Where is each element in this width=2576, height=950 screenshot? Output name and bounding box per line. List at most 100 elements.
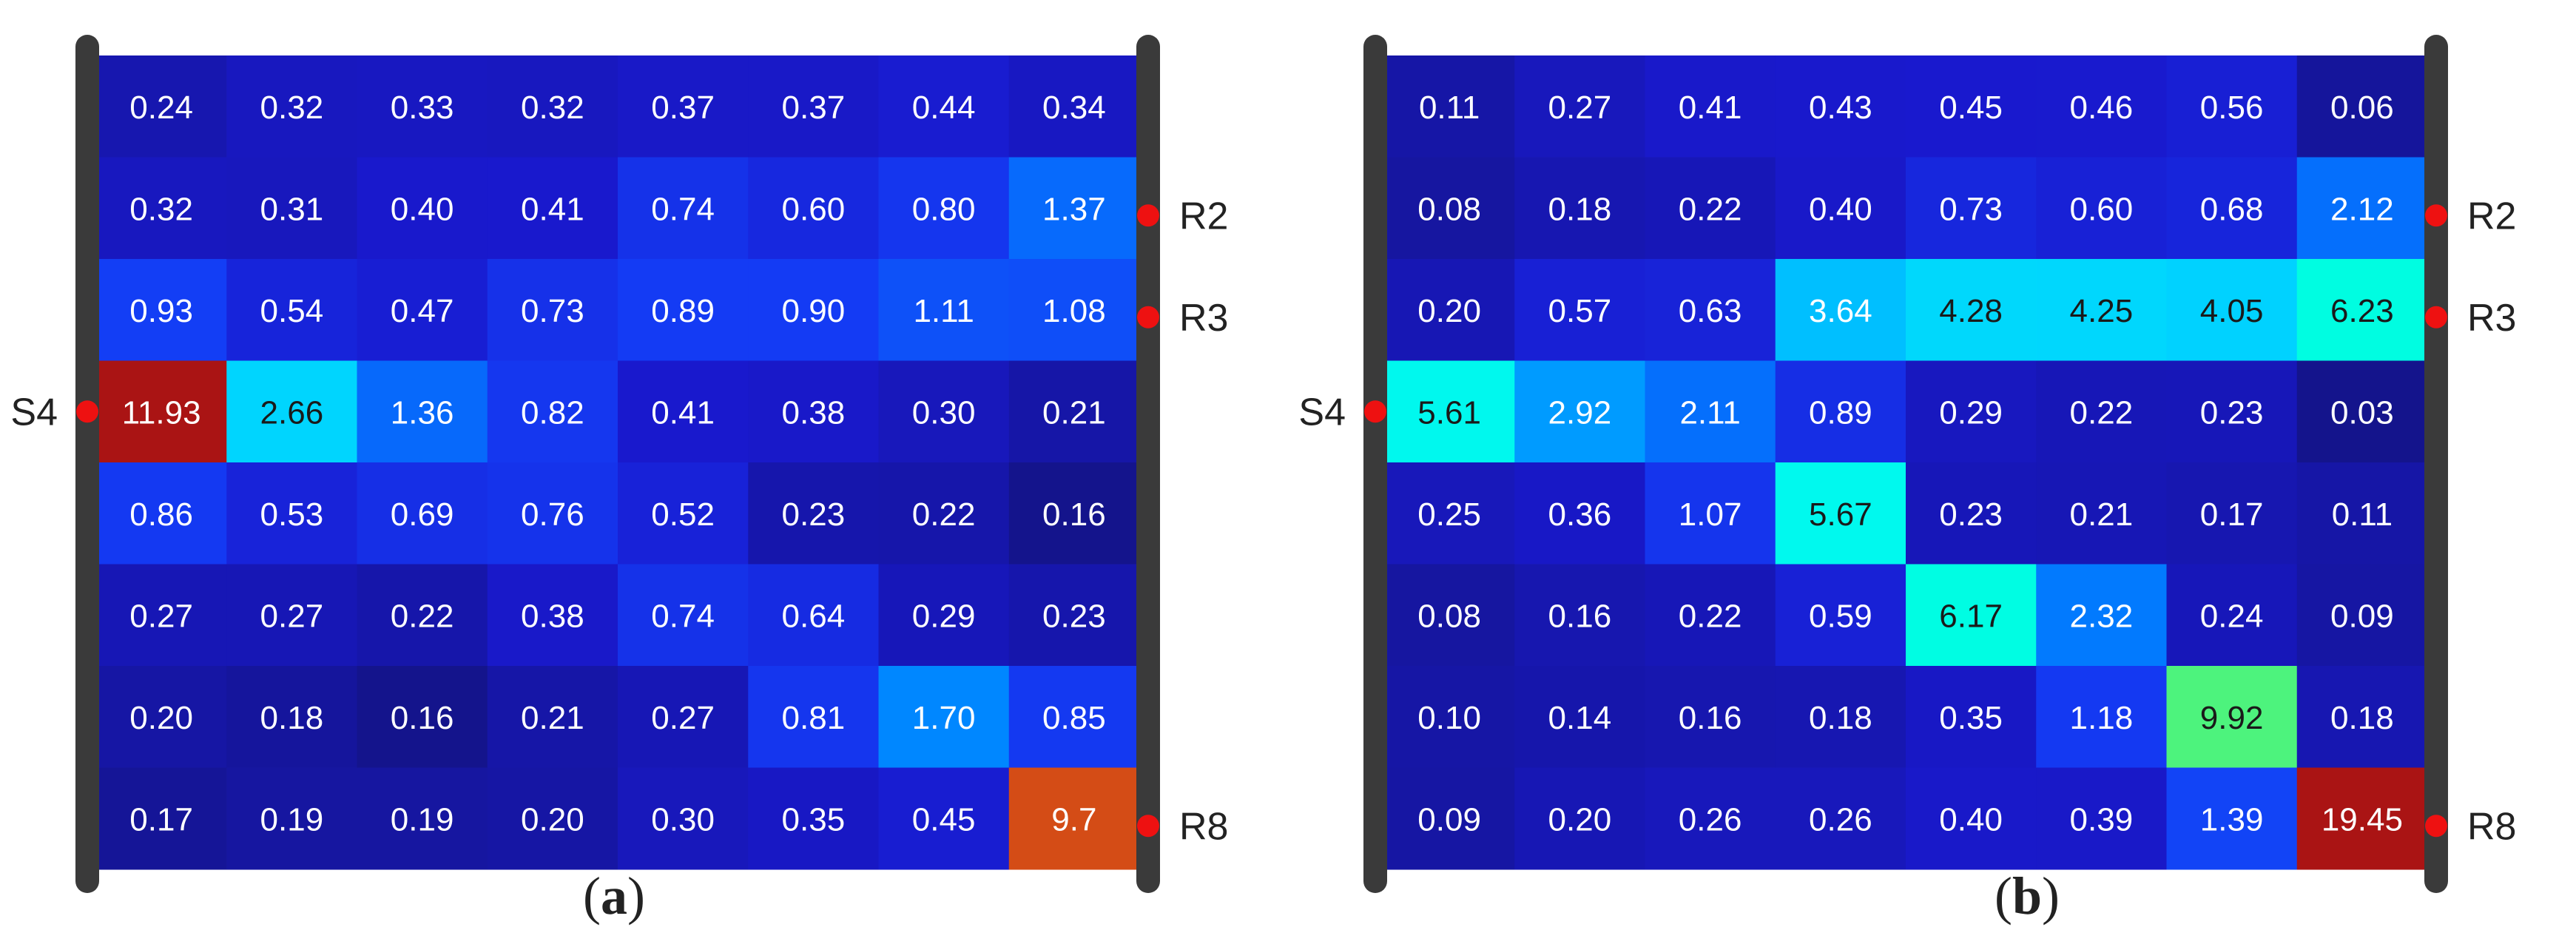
heatmap-cell xyxy=(2296,462,2428,565)
heatmap-cell xyxy=(96,666,227,768)
cell-value-label: 5.61 xyxy=(1417,394,1481,431)
heatmap-cell xyxy=(2036,462,2167,565)
heatmap-cell xyxy=(1906,564,2037,667)
heatmap-cell xyxy=(618,55,749,158)
receiver-well-bar xyxy=(2424,35,2448,893)
heatmap-cell xyxy=(1008,767,1140,870)
heatmap-cell xyxy=(878,564,1010,667)
heatmap-cell xyxy=(1775,666,1906,768)
panel-caption-b-letter: b xyxy=(2012,866,2043,926)
receiver-marker xyxy=(2425,306,2447,329)
receiver-marker xyxy=(1137,306,1159,329)
receiver-marker xyxy=(1137,204,1159,227)
heatmap-cell xyxy=(1514,157,1645,260)
cell-value-label: 0.73 xyxy=(521,293,584,329)
heatmap-cell xyxy=(2166,157,2298,260)
cell-value-label: 6.23 xyxy=(2330,293,2394,329)
heatmap-cell xyxy=(1775,767,1906,870)
cell-value-label: 0.21 xyxy=(521,700,584,736)
heatmap-grid: 0.11 0.27 0.41 0.43 0.45 0.46 0.56 0.06 0.08 0.18… xyxy=(1384,55,2428,870)
cell-value-label: 0.93 xyxy=(129,293,193,329)
cell-value-label: 0.18 xyxy=(260,700,324,736)
cell-value-label: 0.30 xyxy=(912,394,976,431)
panel-caption-a-open: ( xyxy=(583,866,601,926)
cell-value-label: 0.18 xyxy=(2330,700,2394,736)
cell-value-label: 0.89 xyxy=(1809,394,1872,431)
cell-value-label: 0.86 xyxy=(129,496,193,533)
receiver-label: R2 xyxy=(2467,195,2516,238)
heatmap-cell xyxy=(1514,55,1645,158)
heatmap-cell xyxy=(226,564,357,667)
receiver-label: R8 xyxy=(2467,805,2516,848)
heatmap-cell xyxy=(1906,462,2037,565)
heatmap-cell xyxy=(96,462,227,565)
cell-value-label: 11.93 xyxy=(122,394,201,431)
cell-value-label: 0.26 xyxy=(1679,801,1742,838)
cell-value-label: 0.08 xyxy=(1417,191,1481,227)
cell-value-label: 0.34 xyxy=(1042,90,1106,126)
receiver-marker xyxy=(2425,815,2447,838)
heatmap-cell xyxy=(357,259,488,361)
cell-value-label: 0.03 xyxy=(2330,394,2394,431)
cell-value-label: 0.16 xyxy=(1548,598,1612,634)
heatmap-cell xyxy=(1906,259,2037,361)
heatmap-cell xyxy=(1514,767,1645,870)
cell-value-label: 0.63 xyxy=(1679,293,1742,329)
heatmap-cell xyxy=(2296,55,2428,158)
heatmap-cell xyxy=(96,55,227,158)
heatmap-cell xyxy=(1384,666,1515,768)
heatmap-cell xyxy=(618,767,749,870)
heatmap-cell xyxy=(1514,666,1645,768)
cell-value-label: 0.80 xyxy=(912,191,976,227)
cell-value-label: 0.38 xyxy=(521,598,584,634)
heatmap-cell xyxy=(748,564,879,667)
heatmap-cell xyxy=(1514,360,1645,463)
cell-value-label: 0.43 xyxy=(1809,90,1872,126)
cell-value-label: 1.37 xyxy=(1042,191,1106,227)
cell-value-label: 0.69 xyxy=(391,496,454,533)
source-label: S4 xyxy=(1298,391,1346,434)
heatmap-cell xyxy=(878,55,1010,158)
heatmap-cell xyxy=(1906,666,2037,768)
cell-value-label: 5.67 xyxy=(1809,496,1872,533)
cell-value-label: 0.29 xyxy=(912,598,976,634)
heatmap-cell xyxy=(1008,564,1140,667)
heatmap-cell xyxy=(2166,55,2298,158)
cell-value-label: 0.23 xyxy=(2200,394,2264,431)
heatmap-cell xyxy=(2036,259,2167,361)
cell-value-label: 0.27 xyxy=(1548,90,1612,126)
heatmap-cell xyxy=(96,564,227,667)
cell-value-label: 0.40 xyxy=(391,191,454,227)
cell-value-label: 0.74 xyxy=(651,191,715,227)
cell-value-label: 0.22 xyxy=(391,598,454,634)
heatmap-cell xyxy=(2296,767,2428,870)
heatmap-cell xyxy=(878,259,1010,361)
heatmap-cell xyxy=(2036,666,2167,768)
cell-value-label: 0.23 xyxy=(1939,496,2003,533)
heatmap-cell xyxy=(1384,360,1515,463)
cell-value-label: 0.23 xyxy=(1042,598,1106,634)
heatmap-cell xyxy=(2166,259,2298,361)
cell-value-label: 0.16 xyxy=(1679,700,1742,736)
receiver-marker xyxy=(2425,204,2447,227)
heatmap-cell xyxy=(1645,767,1776,870)
cell-value-label: 0.44 xyxy=(912,90,976,126)
cell-value-label: 0.14 xyxy=(1548,700,1612,736)
heatmap-cell xyxy=(1384,564,1515,667)
cell-value-label: 2.12 xyxy=(2330,191,2394,227)
panel-caption-a-letter: a xyxy=(601,866,627,926)
heatmap-cell xyxy=(226,462,357,565)
cell-value-label: 0.41 xyxy=(651,394,715,431)
heatmap-cell xyxy=(226,55,357,158)
cell-value-label: 0.76 xyxy=(521,496,584,533)
cell-value-label: 0.54 xyxy=(260,293,324,329)
heatmap-cell xyxy=(96,157,227,260)
receiver-marker xyxy=(1137,815,1159,838)
heatmap-cell xyxy=(748,360,879,463)
cell-value-label: 0.10 xyxy=(1417,700,1481,736)
receiver-label: R3 xyxy=(1179,297,1228,340)
heatmap-cell xyxy=(1906,55,2037,158)
heatmap-cell xyxy=(2036,55,2167,158)
cell-value-label: 0.60 xyxy=(2070,191,2134,227)
cell-value-label: 9.92 xyxy=(2200,700,2264,736)
